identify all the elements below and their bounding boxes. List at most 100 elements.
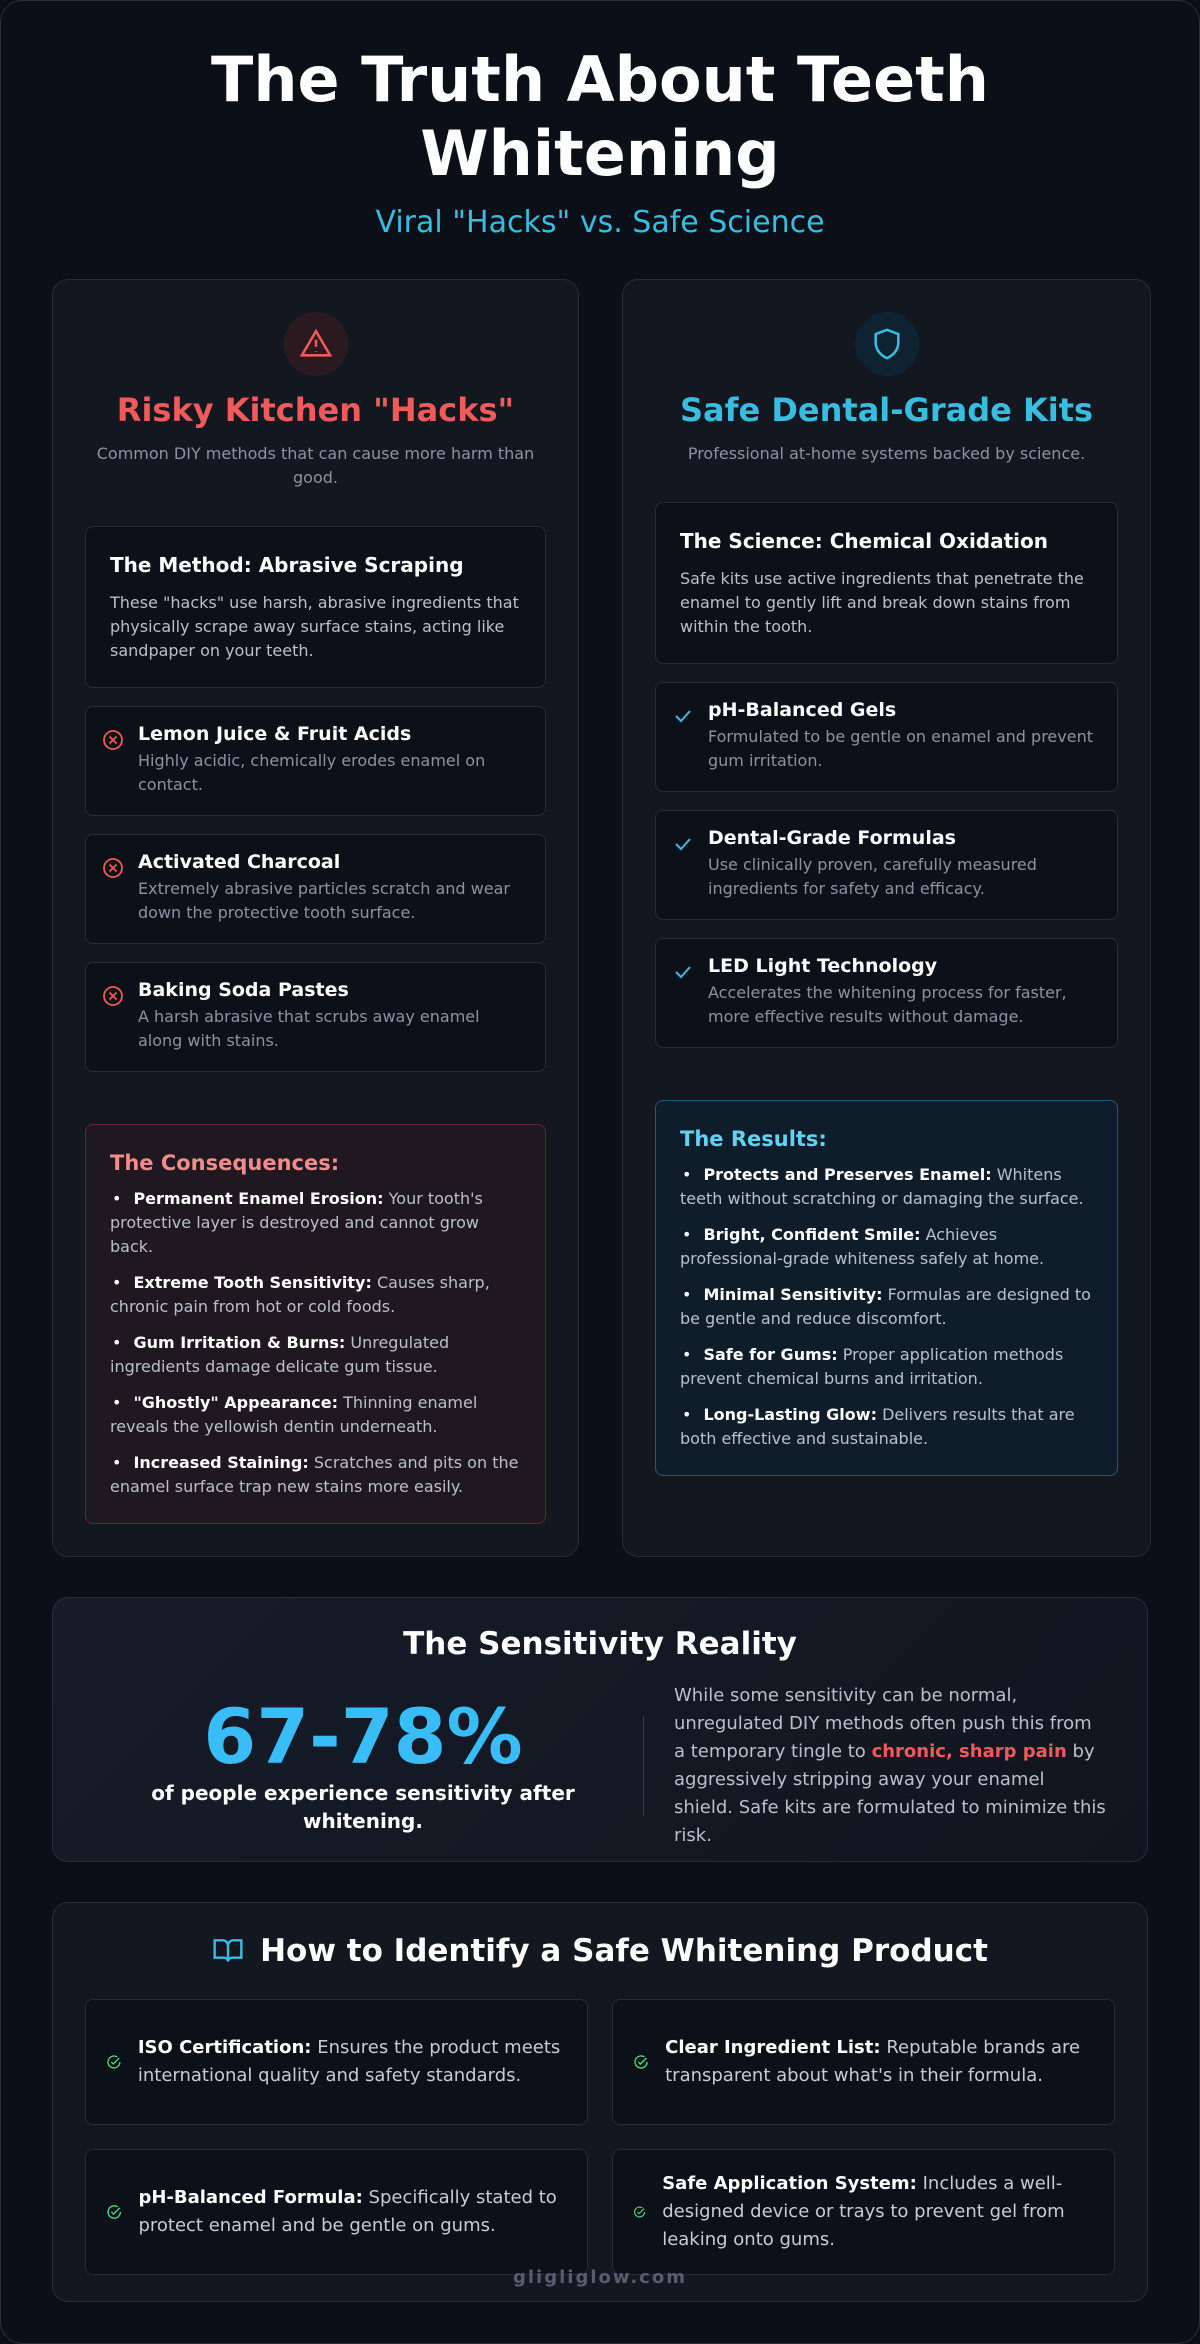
item-bold: Gum Irritation & Burns: (133, 1333, 346, 1352)
identify-grid: ISO Certification: Ensures the product m… (85, 1999, 1115, 2275)
item-bold: Long-Lasting Glow: (703, 1405, 877, 1424)
item-title: Activated Charcoal (138, 851, 341, 873)
card-title: Safe Dental-Grade Kits (679, 391, 1094, 429)
item-body: pH-Balanced Gels Formulated to be gentle … (708, 699, 1093, 773)
title-text: How to Identify a Safe Whitening Product (260, 1933, 988, 1969)
identify-item: Clear Ingredient List: Reputable brands … (612, 1999, 1115, 2125)
item-bold: Minimal Sensitivity: (703, 1285, 883, 1304)
footer: gligliglow.com (513, 2267, 687, 2288)
identify-item: ISO Certification: Ensures the product m… (85, 1999, 588, 2125)
method-title: The Science: Chemical Oxidation (680, 529, 1049, 553)
stat-caption: of people experience sensitivity after w… (151, 1781, 575, 1833)
method-text: These "hacks" use harsh, abrasive ingred… (110, 593, 519, 660)
item-bold: Protects and Preserves Enamel: (703, 1165, 992, 1184)
identify-item: Safe Application System: Includes a well… (612, 2149, 1115, 2275)
summary-box: The Consequences: Permanent Enamel Erosio… (85, 1124, 546, 1524)
item-text: Includes a well-designed device or trays… (662, 2173, 1065, 2250)
item-bold: Permanent Enamel Erosion: (133, 1189, 384, 1208)
item-title: Baking Soda Pastes (138, 979, 349, 1001)
summary-box: The Results: Protects and Preserves Ename… (655, 1100, 1118, 1476)
item-text: Use clinically proven, carefully measure… (708, 855, 1037, 898)
item-bold: "Ghostly" Appearance: (133, 1393, 339, 1412)
item-text: Proper application methods prevent chemi… (680, 1345, 1064, 1388)
item-text: Highly acidic, chemically erodes enamel … (138, 751, 486, 794)
text: by aggressively stripping away your enam… (674, 1741, 1106, 1846)
item-text: Ensures the product meets international … (137, 2037, 561, 2086)
identify-item: pH-Balanced Formula: Specifically stated… (85, 2149, 588, 2275)
item-body: LED Light Technology Accelerates the whit… (708, 955, 1093, 1029)
item-bold: Clear Ingredient List: (665, 2037, 881, 2058)
method-box: The Science: Chemical Oxidation Safe kits… (655, 502, 1118, 664)
item-title: Lemon Juice & Fruit Acids (138, 723, 412, 745)
item: Activated Charcoal Extremely abrasive par… (85, 834, 546, 944)
item: pH-Balanced Gels Formulated to be gentle … (655, 682, 1118, 792)
subtitle: Viral "Hacks" vs. Safe Science (375, 205, 825, 240)
method-text: Safe kits use active ingredients that pe… (680, 569, 1084, 636)
item-bold: Increased Staining: (133, 1453, 309, 1472)
summary-item: Protects and Preserves Enamel: Whitens t… (680, 1163, 1093, 1211)
item-body: Activated Charcoal Extremely abrasive par… (138, 851, 521, 925)
summary-list: Protects and Preserves Enamel: Whitens t… (680, 1163, 1093, 1451)
risky-card: Risky Kitchen "Hacks" Common DIY methods … (52, 279, 579, 1557)
sensitivity-section: The Sensitivity Reality 67-78% of people… (52, 1597, 1148, 1862)
icon (283, 312, 348, 376)
highlight: chronic, sharp pain (871, 1741, 1067, 1762)
item-bold: pH-Balanced Formula: (138, 2187, 363, 2208)
item: Lemon Juice & Fruit Acids Highly acidic, … (85, 706, 546, 816)
item-bold: ISO Certification: (137, 2037, 312, 2058)
item-text: Unregulated ingredients damage delicate … (110, 1333, 450, 1376)
summary-item: Gum Irritation & Burns: Unregulated ingr… (110, 1331, 521, 1379)
book-icon (213, 1939, 243, 1962)
summary-item: Safe for Gums: Proper application method… (680, 1343, 1093, 1391)
summary-item: Minimal Sensitivity: Formulas are design… (680, 1283, 1093, 1331)
item-title: pH-Balanced Gels (708, 699, 897, 721)
item-body: Lemon Juice & Fruit Acids Highly acidic, … (138, 723, 521, 797)
item-text: Formulas are designed to be gentle and r… (680, 1285, 1091, 1328)
item-body: Dental-Grade Formulas Use clinically prov… (708, 827, 1093, 901)
card-subtitle: Professional at-home systems backed by s… (687, 444, 1086, 463)
item-title: Dental-Grade Formulas (708, 827, 956, 849)
icon (854, 312, 919, 376)
columns: Risky Kitchen "Hacks" Common DIY methods … (52, 279, 1151, 1557)
item-bold: Safe Application System: (662, 2173, 917, 2194)
identify-text: Safe Application System: Includes a well… (662, 2170, 1094, 2254)
text: While some sensitivity can be normal, un… (674, 1685, 1092, 1762)
item-text: Formulated to be gentle on enamel and pr… (708, 727, 1093, 770)
method-title: The Method: Abrasive Scraping (110, 553, 464, 577)
item-text: Scratches and pits on the enamel surface… (110, 1453, 519, 1496)
safe-card: Safe Dental-Grade Kits Professional at-ho… (622, 279, 1151, 1557)
identify-section: How to Identify a Safe Whitening Product… (52, 1902, 1148, 2302)
item-bold: Bright, Confident Smile: (703, 1225, 921, 1244)
item: Dental-Grade Formulas Use clinically prov… (655, 810, 1118, 920)
identify-text: Clear Ingredient List: Reputable brands … (665, 2034, 1094, 2090)
summary-item: Bright, Confident Smile: Achieves profes… (680, 1223, 1093, 1271)
section-title: The Sensitivity Reality (403, 1626, 797, 1662)
item-text: Achieves professional-grade whiteness sa… (680, 1225, 1045, 1268)
item: Baking Soda Pastes A harsh abrasive that … (85, 962, 546, 1072)
identify-text: ISO Certification: Ensures the product m… (138, 2034, 567, 2090)
item-text: Whitens teeth without scratching or dama… (680, 1165, 1084, 1208)
sensitivity-text: While some sensitivity can be normal, un… (674, 1682, 1107, 1850)
item-text: Delivers results that are both effective… (680, 1405, 1075, 1448)
divider (643, 1716, 644, 1816)
method-box: The Method: Abrasive Scraping These "hack… (85, 526, 546, 688)
card-subtitle: Common DIY methods that can cause more h… (96, 444, 535, 487)
sensitivity-row: 67-78% of people experience sensitivity … (93, 1682, 1107, 1850)
item-text: Specifically stated to protect enamel an… (138, 2187, 557, 2236)
item-text: A harsh abrasive that scrubs away enamel… (138, 1007, 480, 1050)
title: The Truth About Teeth Whitening (211, 43, 989, 190)
summary-item: Permanent Enamel Erosion: Your tooth's p… (110, 1187, 521, 1259)
summary-list: Permanent Enamel Erosion: Your tooth's p… (110, 1187, 521, 1499)
summary-item: Long-Lasting Glow: Delivers results that… (680, 1403, 1093, 1451)
item-text: Extremely abrasive particles scratch and… (138, 879, 510, 922)
item-bold: Extreme Tooth Sensitivity: (133, 1273, 372, 1292)
item-bold: Safe for Gums: (703, 1345, 838, 1364)
item-text: Thinning enamel reveals the yellowish de… (110, 1393, 478, 1436)
section-title: How to Identify a Safe Whitening Product (85, 1931, 1115, 1971)
summary-title: The Results: (680, 1127, 827, 1151)
item-body: Baking Soda Pastes A harsh abrasive that … (138, 979, 521, 1053)
item-title: LED Light Technology (708, 955, 938, 977)
summary-item: Increased Staining: Scratches and pits o… (110, 1451, 521, 1499)
item-text: Your tooth's protective layer is destroy… (110, 1189, 483, 1256)
